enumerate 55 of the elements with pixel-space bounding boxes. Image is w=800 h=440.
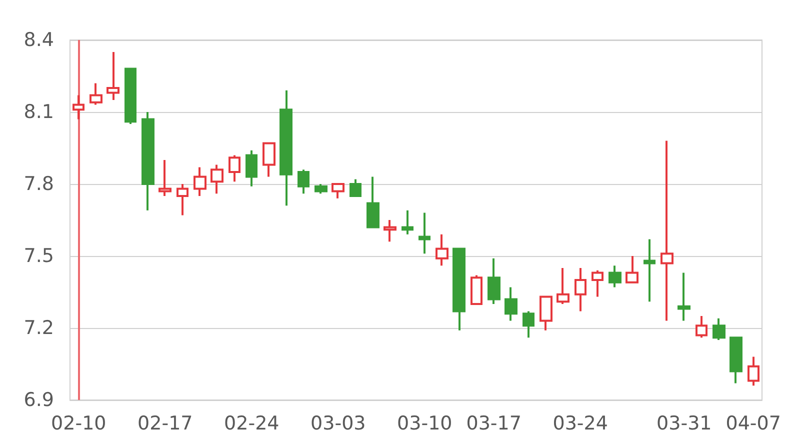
candlestick [366,176,380,228]
y-tick-label: 7.2 [24,317,54,339]
candlestick [298,168,310,195]
candlestick [608,264,622,288]
candlestick [350,178,362,197]
candlestick [730,336,742,384]
candlestick [280,89,292,207]
candlestick [194,166,206,197]
candlestick [574,267,586,312]
candlestick [90,82,102,106]
candlestick [142,111,154,212]
candlestick [470,274,482,305]
candlestick [556,267,570,305]
y-tick-label: 8.4 [24,29,54,51]
x-tick-label: 03-10 [397,412,452,434]
x-tick-label: 02-10 [51,412,106,434]
candlestick [158,159,172,197]
candlestick [522,310,534,339]
candlestick [540,296,552,332]
x-tick-label: 03-31 [656,412,712,434]
candlestick [332,183,344,200]
candlestick [384,219,396,243]
x-tick-label: 04-07 [726,412,781,434]
candlestick [402,209,414,236]
x-tick-label: 03-17 [466,412,522,434]
candlestick [626,255,638,284]
candlestick [452,248,466,332]
candlestick [592,269,604,298]
candlestick [660,140,674,322]
candlestick [436,233,448,267]
candlestick [246,149,258,188]
candlestick [418,212,430,255]
candlestick [106,51,120,101]
candlestick [488,257,500,305]
candlestick [748,356,760,387]
x-tick-label: 03-24 [552,412,608,434]
candlestick [176,183,188,216]
candlestick [696,315,708,339]
y-tick-label: 8.1 [24,101,54,123]
x-tick-label: 02-24 [224,412,280,434]
x-tick-label: 02-17 [138,412,193,434]
candlestick [712,317,726,341]
y-tick-label: 6.9 [24,389,54,411]
candlestick [678,272,690,322]
x-tick-label: 03-03 [310,412,366,434]
y-tick-label: 7.5 [24,245,54,267]
candlestick [228,154,240,183]
candlestick [262,142,276,178]
candlestick [504,286,518,322]
y-tick-label: 7.8 [24,173,54,195]
candlestick [124,68,136,125]
candlestick [644,238,656,303]
candlestick [210,164,224,195]
candlestick [314,183,328,195]
candlestick [72,94,84,120]
